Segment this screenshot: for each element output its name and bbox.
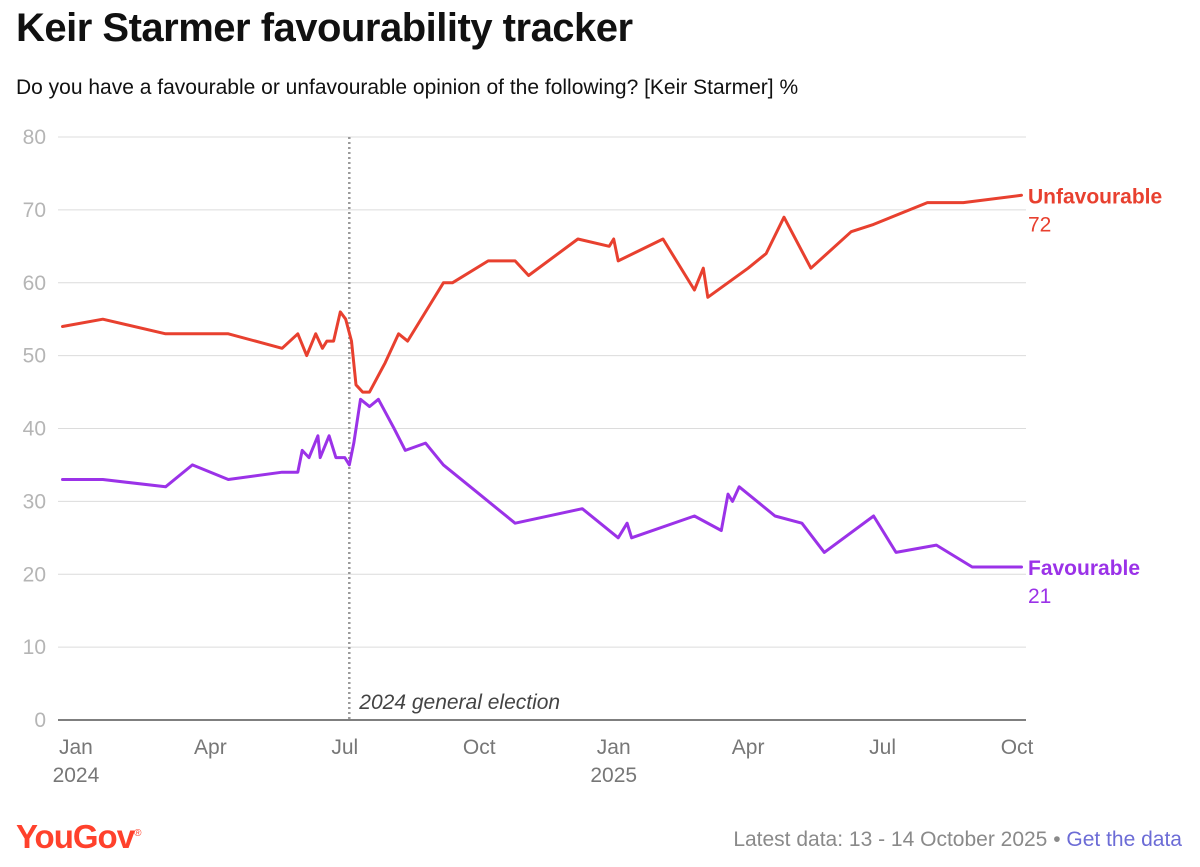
y-tick-label: 30 [23,490,46,513]
x-tick-year: 2025 [590,764,637,787]
series-line-unfavourable [61,193,1023,394]
series-latest-favourable: 21 [1028,585,1051,608]
latest-data-text: Latest data: 13 - 14 October 2025 [733,828,1048,851]
x-tick-label: Apr [732,736,765,759]
y-tick-label: 20 [23,563,46,586]
chart-subtitle: Do you have a favourable or unfavourable… [16,76,799,99]
y-tick-label: 50 [23,345,46,368]
x-tick-label: Oct [1001,736,1034,759]
footer: Latest data: 13 - 14 October 2025 • Get … [733,828,1182,852]
logo-text: YouGov [16,818,135,855]
series-label-unfavourable: Unfavourable [1028,185,1162,208]
end-labels: Unfavourable 72 Favourable 21 [1028,185,1162,608]
series-label-favourable: Favourable [1028,557,1140,580]
y-tick-label: 10 [23,636,46,659]
x-tick-label: Jan [59,736,93,759]
y-axis-ticks: 0 10 20 30 40 50 60 70 80 [23,126,46,732]
x-axis-ticks: Jan 2024 Apr Jul Oct Jan 2025 Apr Jul Oct [53,736,1034,787]
y-tick-label: 40 [23,418,46,441]
yougov-logo[interactable]: YouGov® [16,818,142,856]
x-tick-year: 2024 [53,764,100,787]
y-tick-label: 80 [23,126,46,149]
line-chart: 0 10 20 30 40 50 60 70 80 Jan 2024 Apr Jul Oct Jan 202… [23,126,1163,787]
y-tick-label: 0 [34,709,46,732]
series-lines [61,193,1023,569]
x-tick-label: Jul [869,736,896,759]
footer-separator: • [1053,828,1061,851]
registered-mark: ® [134,828,141,839]
x-tick-label: Apr [194,736,227,759]
chart-title: Keir Starmer favourability tracker [16,6,633,50]
series-latest-unfavourable: 72 [1028,213,1051,236]
y-tick-label: 70 [23,199,46,222]
grid-lines [58,136,1026,721]
x-tick-label: Jul [331,736,358,759]
x-tick-label: Oct [463,736,496,759]
x-tick-label: Jan [597,736,631,759]
election-annotation: 2024 general election [348,137,560,720]
series-line-favourable [61,397,1023,569]
y-tick-label: 60 [23,272,46,295]
election-label: 2024 general election [358,691,560,714]
get-the-data-link[interactable]: Get the data [1066,828,1182,851]
